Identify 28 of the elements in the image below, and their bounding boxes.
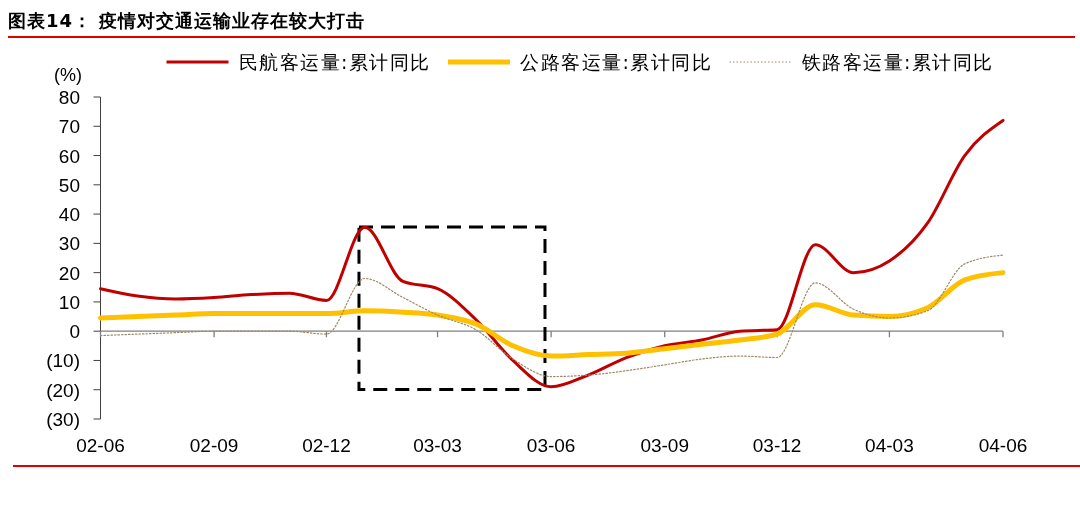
- y-tick-label: 40: [58, 204, 80, 226]
- x-tick-label: 02-06: [76, 435, 125, 456]
- legend-label: 公路客运量:累计同比: [520, 51, 713, 73]
- x-tick-label: 03-03: [413, 435, 462, 456]
- y-tick-label: 60: [58, 145, 80, 167]
- x-tick-label: 03-06: [526, 435, 576, 456]
- y-tick-label: 10: [58, 291, 80, 313]
- y-axis-title: (%): [54, 65, 82, 85]
- line-series: [99, 118, 1005, 389]
- y-tick-label: (10): [46, 350, 80, 372]
- y-tick-label: (20): [46, 379, 80, 401]
- x-tick-label: 03-09: [640, 435, 690, 456]
- y-tick-label: 30: [58, 233, 80, 255]
- y-tick-label: 50: [58, 174, 80, 196]
- y-tick-label: (30): [46, 409, 80, 430]
- chart-title: 图表14： 疫情对交通运输业存在较大打击: [8, 10, 366, 31]
- y-tick-label: 70: [58, 116, 80, 138]
- x-tick-label: 04-03: [865, 435, 914, 456]
- y-tick-label: 0: [69, 321, 80, 343]
- line-series: [99, 254, 1004, 378]
- x-tick-label: 02-09: [189, 435, 239, 456]
- y-tick-label: 80: [58, 87, 80, 108]
- legend-label: 民航客运量:累计同比: [238, 51, 431, 73]
- x-tick-label: 03-12: [752, 435, 802, 456]
- x-tick-label: 04-06: [978, 435, 1028, 456]
- x-tick-label: 02-12: [302, 435, 351, 456]
- y-tick-label: 20: [58, 262, 80, 284]
- legend-label: 铁路客运量:累计同比: [800, 51, 994, 73]
